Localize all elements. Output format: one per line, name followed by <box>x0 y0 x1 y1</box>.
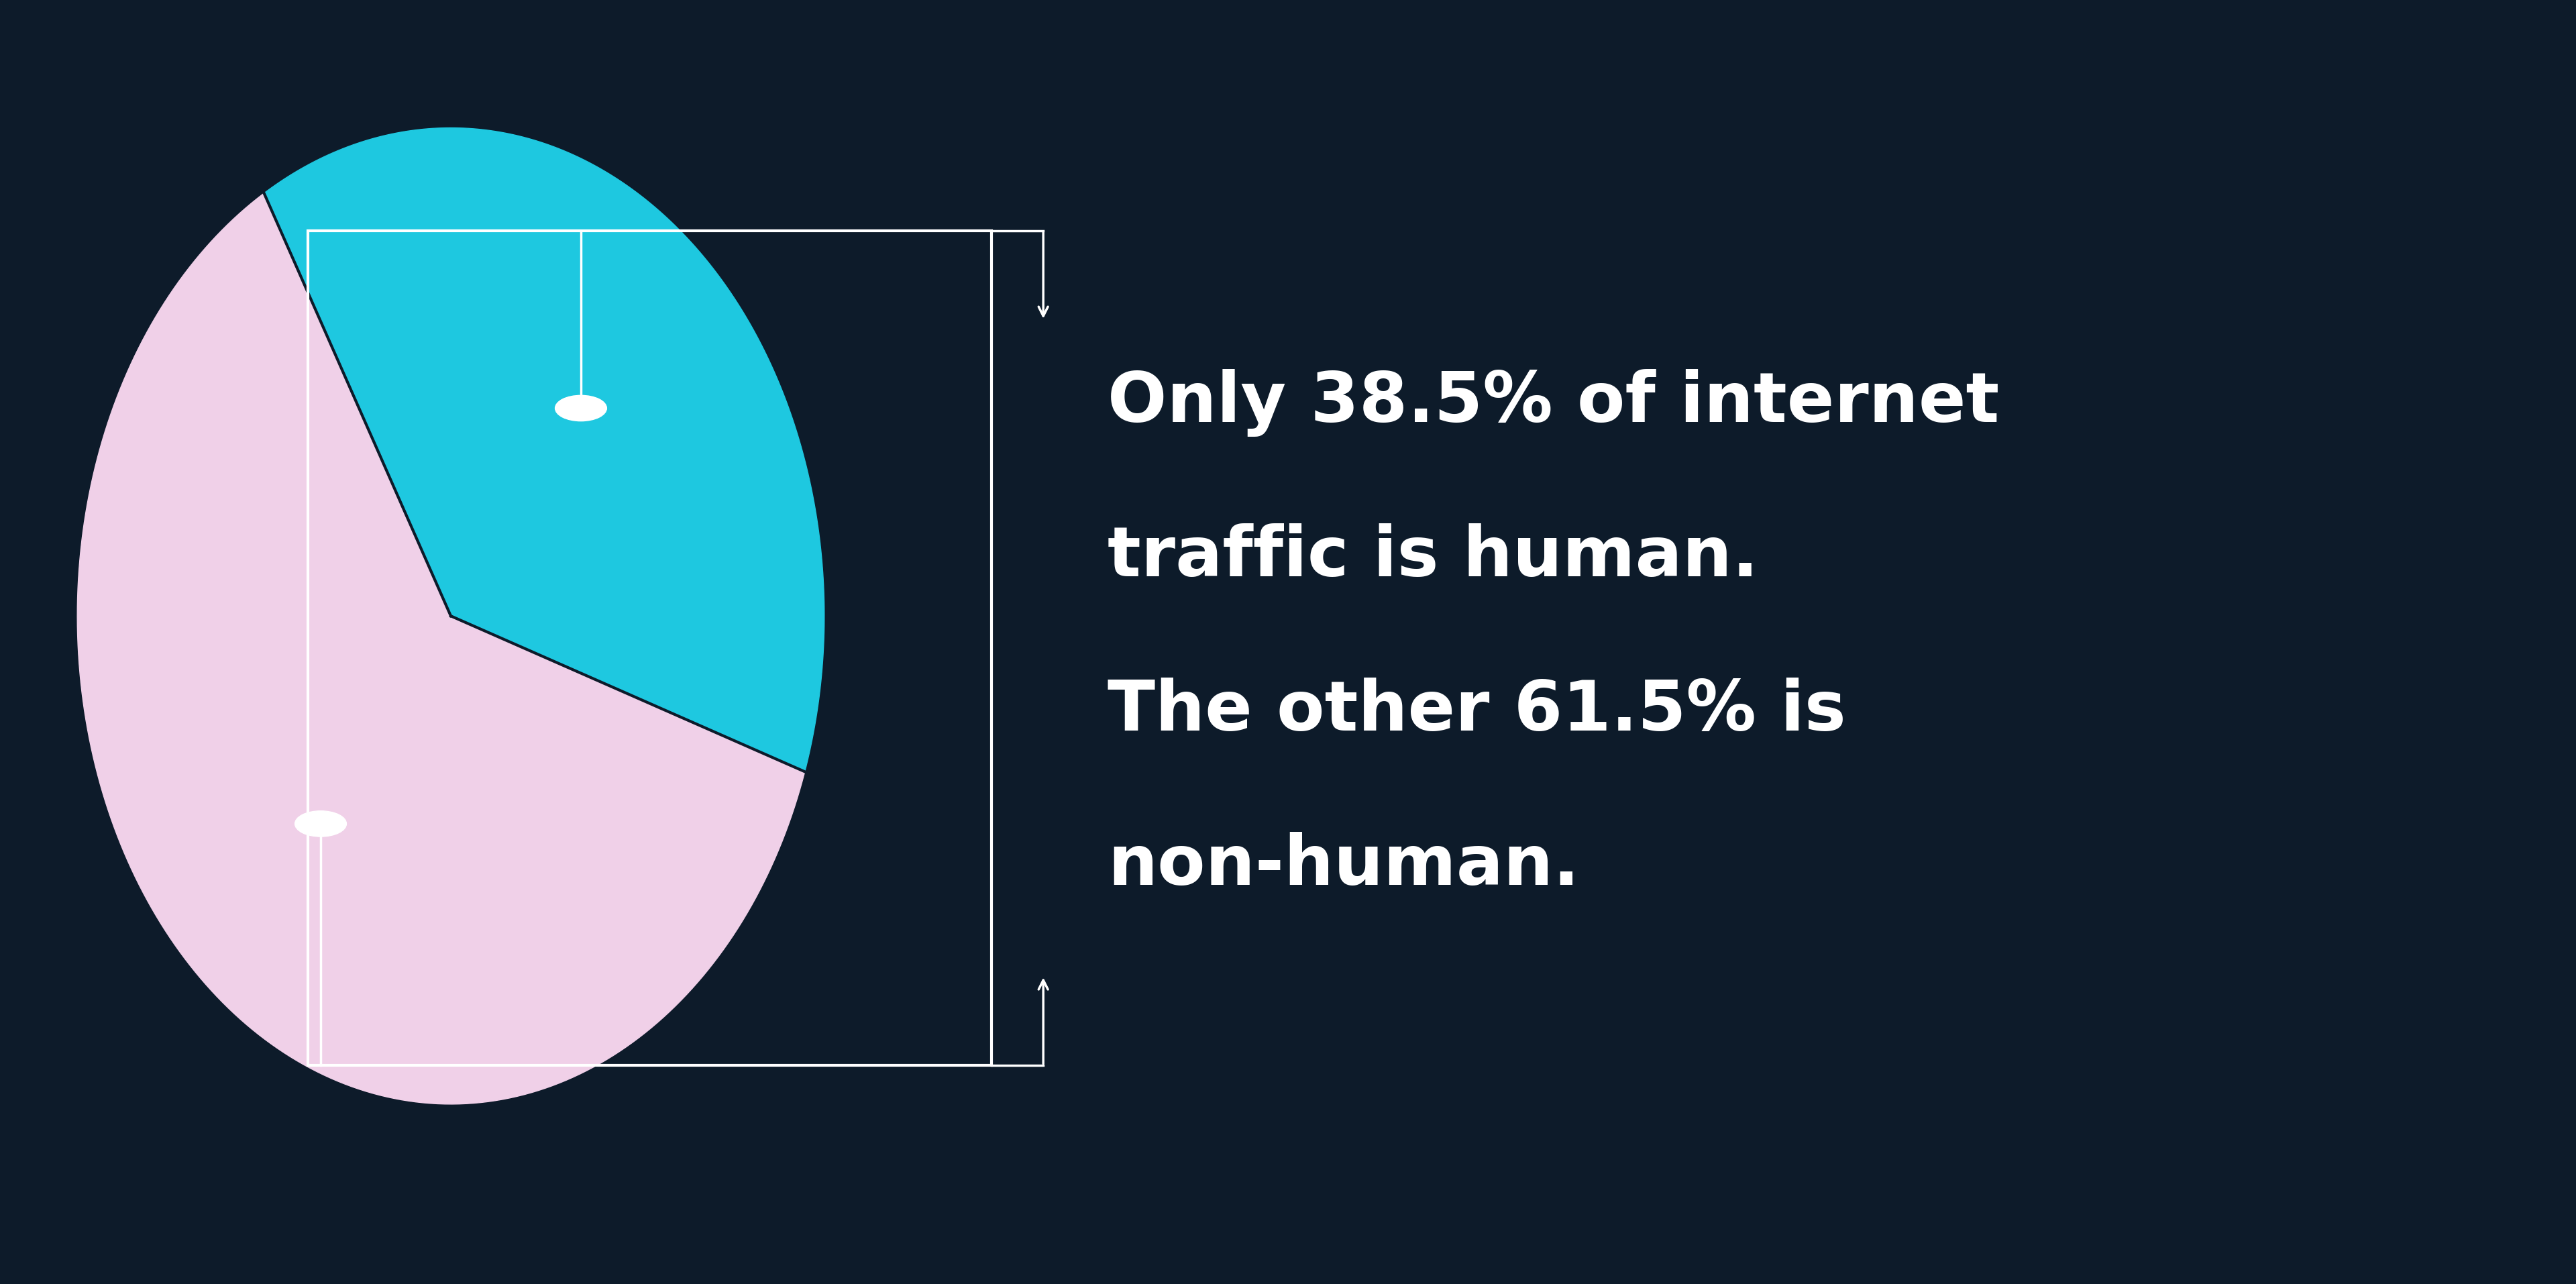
Polygon shape <box>265 128 824 772</box>
Circle shape <box>556 395 608 421</box>
Circle shape <box>294 811 345 837</box>
Text: non-human.: non-human. <box>1108 831 1579 899</box>
Polygon shape <box>77 194 804 1104</box>
Text: traffic is human.: traffic is human. <box>1108 523 1759 591</box>
Text: Only 38.5% of internet: Only 38.5% of internet <box>1108 369 1999 437</box>
Bar <box>307 231 992 1066</box>
Text: The other 61.5% is: The other 61.5% is <box>1108 677 1847 745</box>
